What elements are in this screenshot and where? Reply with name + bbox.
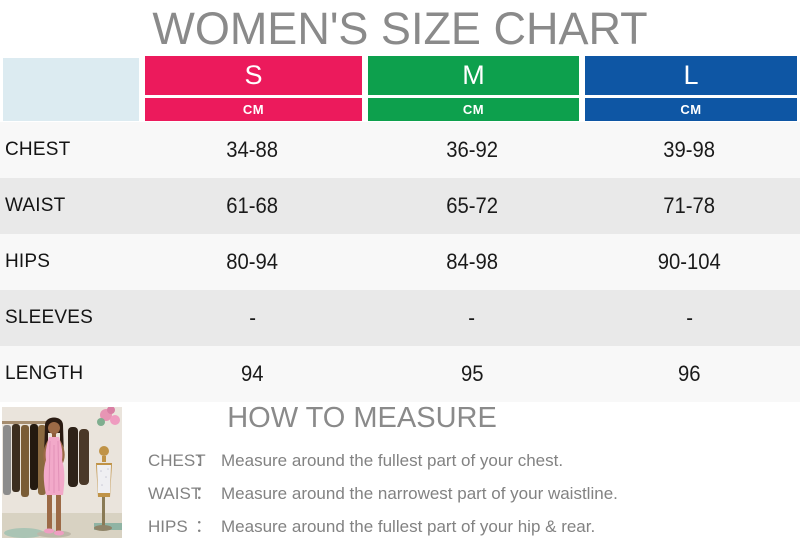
measure-text: Measure around the narrowest part of you… xyxy=(221,484,618,503)
size-label-l: L xyxy=(683,60,699,90)
table-row-chest: CHEST 34-88 36-92 39-98 xyxy=(0,122,800,178)
size-label-m: M xyxy=(462,60,485,90)
unit-header-m: CM xyxy=(368,98,579,121)
measure-text: Measure around the fullest part of your … xyxy=(221,451,564,470)
cell-length-l: 96 xyxy=(678,361,701,386)
cell-sleeves-m: - xyxy=(468,305,476,330)
row-label: HIPS xyxy=(5,251,51,272)
measure-label: WAIST xyxy=(148,484,202,503)
size-header-s: S xyxy=(145,56,362,95)
unit-label: CM xyxy=(462,102,485,117)
size-header-l: L xyxy=(585,56,797,95)
cell-waist-l: 71-78 xyxy=(663,193,716,218)
measure-text: Measure around the fullest part of your … xyxy=(221,517,596,536)
cell-waist-s: 61-68 xyxy=(226,193,279,218)
cell-hips-s: 80-94 xyxy=(226,249,279,274)
size-table-body: CHEST 34-88 36-92 39-98 WAIST 61-68 65-7… xyxy=(0,122,800,402)
measure-label: CHEST xyxy=(148,451,206,470)
table-row-waist: WAIST 61-68 65-72 71-78 xyxy=(0,178,800,234)
row-label: CHEST xyxy=(5,139,71,160)
cell-chest-l: 39-98 xyxy=(663,137,716,162)
cell-hips-l: 90-104 xyxy=(657,249,722,274)
page-title: WOMEN'S SIZE CHART xyxy=(152,2,648,54)
unit-label: CM xyxy=(680,102,702,117)
row-label: SLEEVES xyxy=(5,307,94,328)
measure-label: HIPS xyxy=(148,517,188,536)
cell-sleeves-l: - xyxy=(686,305,693,330)
size-header-m: M xyxy=(368,56,579,95)
cell-hips-m: 84-98 xyxy=(446,249,498,274)
how-to-measure-title: HOW TO MEASURE xyxy=(227,401,497,434)
size-label-s: S xyxy=(244,60,263,90)
row-label: WAIST xyxy=(5,195,66,216)
unit-label: CM xyxy=(242,102,265,117)
cell-waist-m: 65-72 xyxy=(446,193,498,218)
cell-chest-m: 36-92 xyxy=(446,137,498,162)
cell-chest-s: 34-88 xyxy=(226,137,279,162)
cell-length-s: 94 xyxy=(241,361,264,386)
header-corner-cell xyxy=(3,58,139,121)
cell-length-m: 95 xyxy=(460,361,484,386)
row-label: LENGTH xyxy=(5,363,84,384)
measure-line-waist: WAIST： Measure around the narrowest part … xyxy=(148,479,618,504)
measure-line-chest: CHEST： Measure around the fullest part of… xyxy=(148,446,563,471)
unit-header-l: CM xyxy=(585,98,797,121)
measure-colon: ： xyxy=(195,517,212,536)
unit-header-s: CM xyxy=(145,98,362,121)
boutique-model-photo xyxy=(2,407,122,538)
table-row-length: LENGTH 94 95 96 xyxy=(0,346,800,402)
measure-line-hips: HIPS ： Measure around the fullest part of … xyxy=(148,512,595,537)
table-row-hips: HIPS 80-94 84-98 90-104 xyxy=(0,234,800,290)
measure-colon: ： xyxy=(195,484,212,503)
measure-colon: ： xyxy=(195,451,212,470)
table-row-sleeves: SLEEVES - - - xyxy=(0,290,800,346)
cell-sleeves-s: - xyxy=(249,305,256,330)
